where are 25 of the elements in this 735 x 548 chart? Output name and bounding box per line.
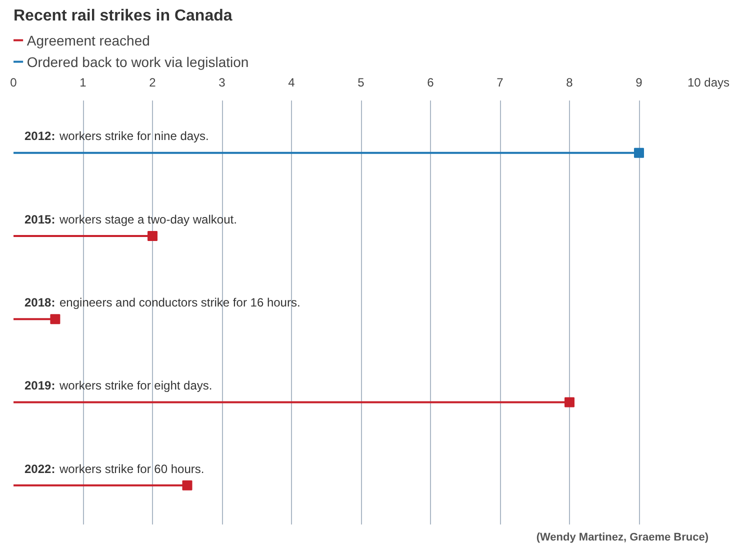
- x-tick-label: 9: [636, 76, 643, 90]
- x-tick-label: 2: [149, 76, 156, 90]
- legend-label: Agreement reached: [26, 32, 150, 48]
- legend-label: Ordered back to work via legislation: [26, 54, 249, 70]
- y-tick-label: 2012: workers strike for nine days.: [24, 129, 209, 144]
- x-tick-label: 0: [10, 76, 18, 90]
- point: [564, 397, 574, 408]
- y-tick-label: 2022: workers strike for 60 hours.: [24, 462, 204, 476]
- x-tick-label: 5: [358, 76, 365, 90]
- point: [50, 314, 60, 324]
- x-tick-label: 7: [496, 76, 504, 90]
- point: [634, 148, 644, 158]
- x-tick-label: 1: [80, 76, 87, 90]
- x-tick-label: 10 days: [687, 76, 730, 90]
- y-tick-label: 2015: workers stage a two-day walkout.: [24, 212, 237, 226]
- x-tick-label: 3: [218, 76, 226, 90]
- point: [182, 480, 192, 490]
- chart-title: Recent rail strikes in Canada: [14, 8, 232, 24]
- x-tick-label: 8: [566, 76, 574, 90]
- text: (Wendy Martinez, Graeme Bruce): [536, 532, 709, 544]
- x-tick-label: 6: [427, 76, 434, 90]
- point: [148, 231, 158, 242]
- x-tick-label: 4: [288, 76, 296, 90]
- y-tick-label: 2018: engineers and conductors strike for 16 hours.: [24, 296, 300, 310]
- y-tick-label: 2019: workers strike for eight days.: [24, 378, 212, 393]
